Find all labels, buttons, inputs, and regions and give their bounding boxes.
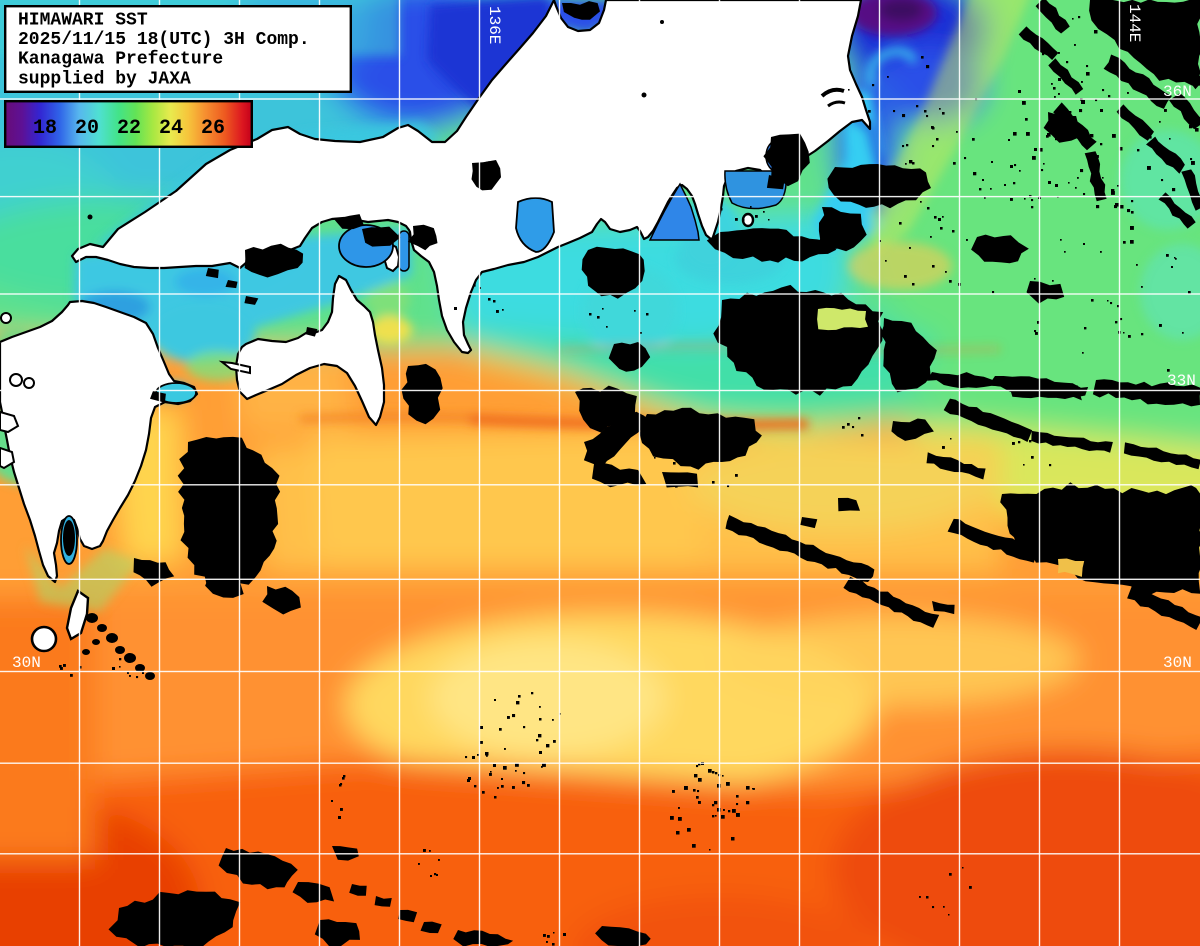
svg-text:26: 26 [201, 117, 225, 140]
svg-text:22: 22 [117, 117, 141, 140]
svg-text:18: 18 [33, 117, 57, 140]
svg-text:33N: 33N [1167, 372, 1196, 390]
svg-text:supplied by JAXA: supplied by JAXA [18, 69, 191, 89]
svg-text:2025/11/15 18(UTC) 3H Comp.: 2025/11/15 18(UTC) 3H Comp. [18, 30, 310, 50]
svg-text:20: 20 [75, 117, 99, 140]
svg-text:30N: 30N [12, 654, 41, 672]
svg-text:HIMAWARI SST: HIMAWARI SST [18, 11, 148, 31]
svg-text:Kanagawa Prefecture: Kanagawa Prefecture [18, 50, 223, 70]
svg-text:144E: 144E [1125, 4, 1143, 42]
svg-text:24: 24 [159, 117, 183, 140]
svg-text:30N: 30N [1163, 654, 1192, 672]
svg-text:36N: 36N [1163, 83, 1192, 101]
svg-text:136E: 136E [485, 6, 503, 44]
